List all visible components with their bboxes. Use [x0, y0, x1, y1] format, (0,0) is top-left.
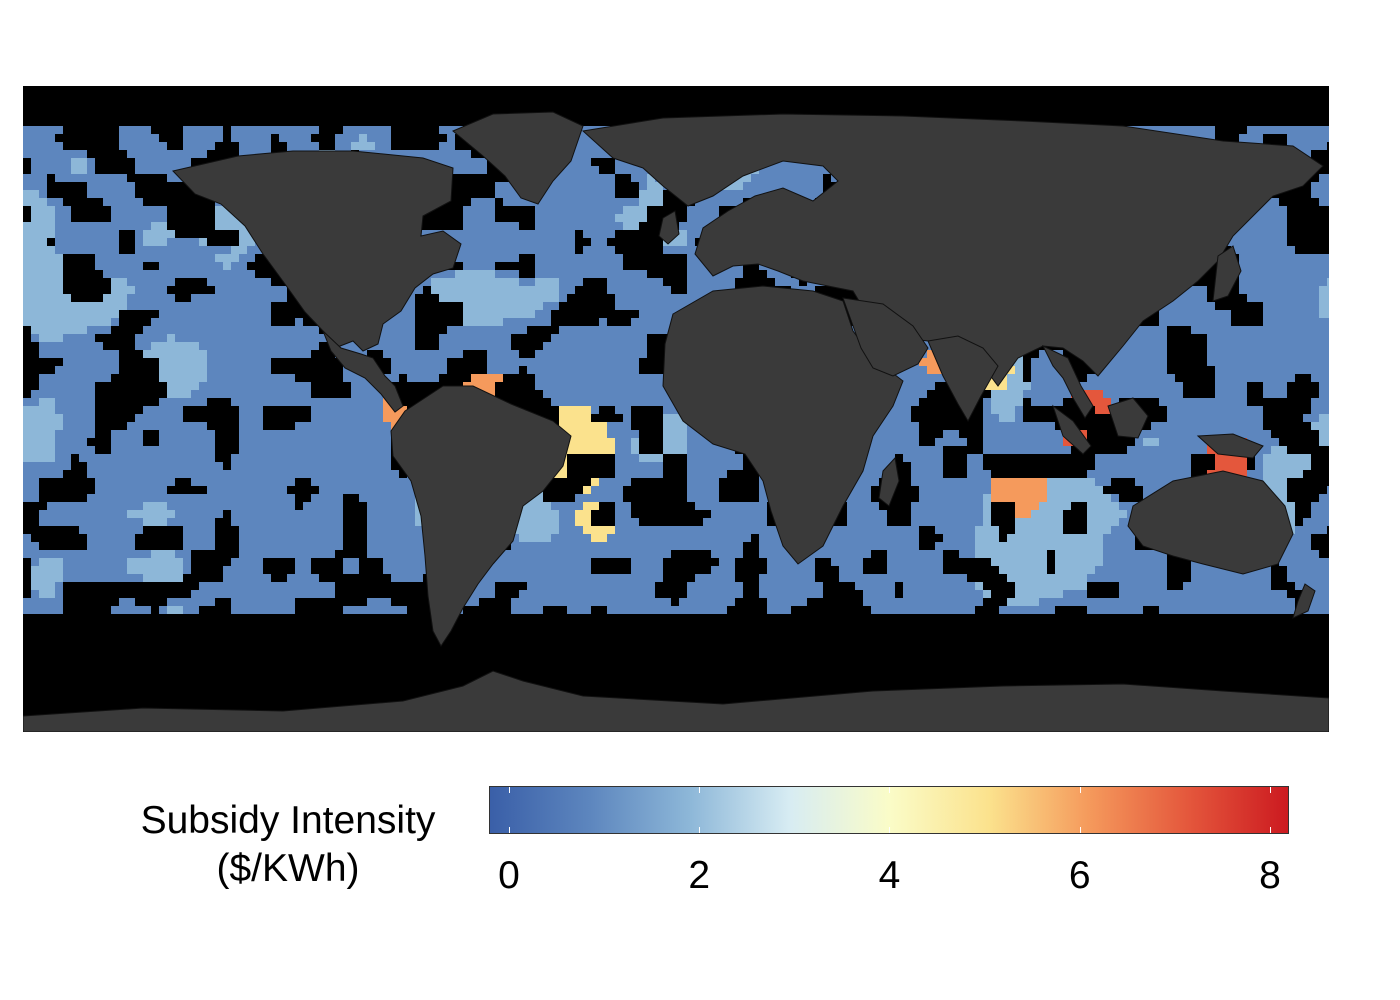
land-arabia: [842, 297, 929, 377]
tick-mark: [699, 827, 701, 833]
land-south-america: [390, 385, 572, 647]
land-central-america: [322, 330, 404, 413]
land-masses: [23, 111, 1329, 732]
land-japan: [1212, 245, 1242, 302]
tick-mark: [509, 827, 510, 833]
land-north-america: [172, 150, 462, 352]
legend-unit: ($/KWh): [216, 847, 360, 890]
land-africa: [662, 285, 904, 565]
land-borneo: [1107, 397, 1149, 439]
land-new-guinea: [1196, 433, 1264, 459]
land-sumatra: [1052, 404, 1092, 455]
land-australia: [1127, 470, 1294, 575]
tick-label: 2: [688, 854, 711, 897]
tick-mark: [509, 787, 510, 793]
tick-label: 4: [878, 854, 901, 897]
tick-mark: [699, 787, 701, 793]
land-india: [927, 335, 999, 423]
tick-mark: [1269, 787, 1271, 793]
tick-mark: [889, 787, 891, 793]
tick-label: 6: [1068, 854, 1091, 897]
tick-label: 0: [498, 854, 520, 897]
tick-mark: [889, 827, 891, 833]
land-britain: [658, 210, 680, 245]
land-southeast-asia: [1041, 344, 1094, 419]
land-antarctica: [23, 670, 1329, 732]
colorbar: [489, 786, 1289, 834]
legend-title: Subsidy Intensity: [140, 799, 436, 842]
world-map: [23, 86, 1329, 732]
land-new-zealand: [1292, 583, 1316, 619]
tick-mark: [1269, 827, 1271, 833]
tick-mark: [1079, 787, 1081, 793]
map-canvas: [23, 86, 1329, 732]
tick-mark: [1079, 827, 1081, 833]
tick-label: 8: [1259, 854, 1281, 897]
land-madagascar: [878, 456, 900, 507]
land-greenland: [452, 111, 584, 205]
